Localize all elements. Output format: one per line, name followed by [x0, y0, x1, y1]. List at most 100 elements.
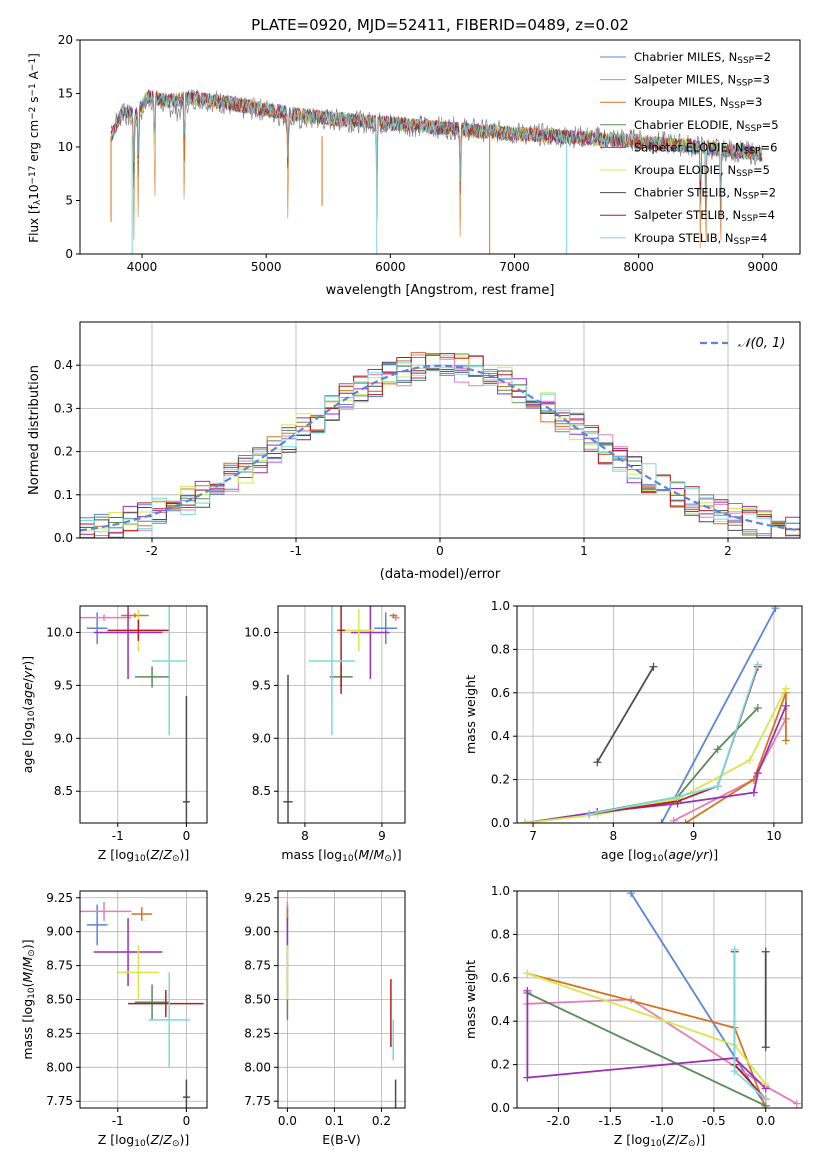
mass-weight-marker — [761, 947, 770, 956]
y-tick-label: 0.8 — [491, 642, 510, 656]
mass-weight-line — [527, 992, 767, 1107]
x-tick-label: 10 — [766, 829, 781, 843]
y-tick-label: 8.5 — [54, 784, 73, 798]
x-tick-label: 6000 — [375, 260, 406, 274]
mass-weight-marker — [761, 1080, 770, 1089]
y-tick-label: 10.0 — [244, 625, 271, 639]
y-tick-label: 8.75 — [46, 959, 73, 973]
normal-curve — [80, 364, 800, 532]
y-tick-label: 8.50 — [46, 993, 73, 1007]
y-tick-label: 0.2 — [491, 773, 510, 787]
model-spectrum-line — [110, 89, 763, 188]
panel-residuals: -2 -1 0 1 2 0.0 0.1 0.2 0.3 0.4 — [54, 321, 801, 558]
y-tick-label: 10 — [58, 140, 73, 154]
mass-weight-line — [526, 990, 767, 1090]
y-tick-label: 9.25 — [244, 891, 271, 905]
y-tick-label: 8.00 — [46, 1060, 73, 1074]
x-tick-label: 0.2 — [372, 1114, 391, 1128]
x-tick-label: 7000 — [499, 260, 530, 274]
panel-massweight_vs_age: 7 8 9 10 0.0 0.2 0.4 0.6 0.8 1.0 — [491, 599, 803, 843]
y-tick-label: 7.75 — [244, 1094, 271, 1108]
panel-age_vs_mass: 8 9 8.5 9.0 9.5 10.0 — [244, 605, 406, 843]
mass-weight-marker — [753, 703, 762, 712]
spectrum-y-label: Flux [fλ10−17 erg cm−2 s−1 A−1] — [27, 53, 43, 243]
x-label: Z [log10(Z/Z⊙)] — [98, 1132, 190, 1149]
mass-weight-marker — [713, 745, 722, 754]
y-tick-label: 8.5 — [252, 784, 271, 798]
x-label: Z [log10(Z/Z⊙)] — [98, 847, 190, 864]
x-tick-label: -1.0 — [650, 1114, 673, 1128]
mass-weight-marker — [585, 810, 594, 819]
x-tick-label: -1 — [112, 1114, 124, 1128]
y-tick-label: 10.0 — [46, 625, 73, 639]
mass-weight-line — [630, 892, 767, 1107]
x-label: E(B-V) — [322, 1132, 361, 1147]
x-tick-label: -2 — [146, 544, 158, 558]
y-tick-label: 9.5 — [252, 678, 271, 692]
x-tick-label: 0 — [183, 829, 191, 843]
y-tick-label: 20 — [58, 33, 73, 47]
spectrum-title: PLATE=0920, MJD=52411, FIBERID=0489, z=0… — [251, 16, 629, 34]
x-tick-label: 8000 — [623, 260, 654, 274]
x-tick-label: 0.1 — [325, 1114, 344, 1128]
x-tick-label: 7 — [529, 829, 537, 843]
panel-spectrum: 4000 5000 6000 7000 8000 9000 0 5 10 15 20 — [58, 33, 801, 274]
legend-label: Chabrier STELIB, NSSP=2 — [634, 186, 776, 202]
x-label: mass [log10(M/M⊙)] — [281, 847, 401, 864]
plot-area — [523, 891, 801, 1108]
y-tick-label: 0.4 — [54, 358, 73, 372]
residuals-y-label: Normed distribution — [27, 365, 42, 495]
x-label: Z [log10(Z/Z⊙)] — [614, 1132, 706, 1149]
mass-weight-line — [660, 607, 777, 823]
plot-area — [80, 352, 800, 538]
mass-weight-marker — [649, 662, 658, 671]
legend-label: Chabrier MILES, NSSP=2 — [634, 50, 771, 66]
x-tick-label: 0 — [183, 1114, 191, 1128]
panel-mass_vs_Z: -1 0 7.75 8.00 8.25 8.50 8.75 9.00 9.25 — [46, 890, 208, 1128]
mass-weight-marker — [523, 969, 532, 978]
y-tick-label: 0.1 — [54, 488, 73, 502]
mass-weight-marker — [523, 986, 532, 995]
x-tick-label: 9 — [690, 829, 698, 843]
panel-mass_vs_EBV: 0.0 0.1 0.2 7.75 8.00 8.25 8.50 8.75 9.00 9.25 — [244, 890, 406, 1128]
model-spectrum-line — [110, 90, 763, 195]
y-tick-label: 5 — [65, 194, 73, 208]
model-spectrum-line — [110, 89, 763, 196]
y-tick-label: 0.4 — [491, 729, 510, 743]
mass-weight-marker — [781, 684, 790, 693]
mass-weight-line — [524, 705, 787, 823]
mass-weight-marker — [593, 758, 602, 767]
panel-massweight_vs_Z: -2.0 -1.5 -1.0 -0.5 0.0 0.0 0.2 0.4 0.6 0.8 1.0 — [491, 884, 803, 1128]
x-tick-label: 0.0 — [756, 1114, 775, 1128]
mass-weight-marker — [713, 782, 722, 791]
y-label: age [log10(age/yr)] — [20, 656, 37, 773]
mass-weight-marker — [730, 1067, 739, 1076]
y-tick-label: 9.00 — [46, 925, 73, 939]
mass-weight-line — [527, 998, 798, 1105]
x-tick-label: 4000 — [127, 260, 158, 274]
y-tick-label: 8.25 — [244, 1026, 271, 1040]
y-tick-label: 8.00 — [244, 1060, 271, 1074]
x-tick-label: -1 — [290, 544, 302, 558]
histogram-series — [80, 362, 800, 533]
y-tick-label: 0.0 — [54, 531, 73, 545]
x-tick-label: 0.0 — [278, 1114, 297, 1128]
x-tick-label: -1.5 — [599, 1114, 622, 1128]
x-tick-label: 9 — [378, 829, 386, 843]
y-tick-label: 9.00 — [244, 925, 271, 939]
y-tick-label: 0.8 — [491, 927, 510, 941]
y-tick-label: 0.2 — [54, 445, 73, 459]
x-tick-label: 9000 — [747, 260, 778, 274]
x-label: age [log10(age/yr)] — [601, 847, 718, 864]
mass-weight-line — [589, 664, 759, 816]
x-tick-label: -2.0 — [547, 1114, 570, 1128]
y-tick-label: 8.25 — [46, 1026, 73, 1040]
mass-weight-line — [596, 666, 655, 763]
mass-weight-line — [527, 972, 767, 1108]
y-tick-label: 8.50 — [244, 993, 271, 1007]
plot-area — [283, 606, 400, 823]
mass-weight-marker — [669, 816, 678, 823]
y-tick-label: 8.75 — [244, 959, 271, 973]
y-label: mass [log10(M/M⊙)] — [20, 939, 37, 1059]
